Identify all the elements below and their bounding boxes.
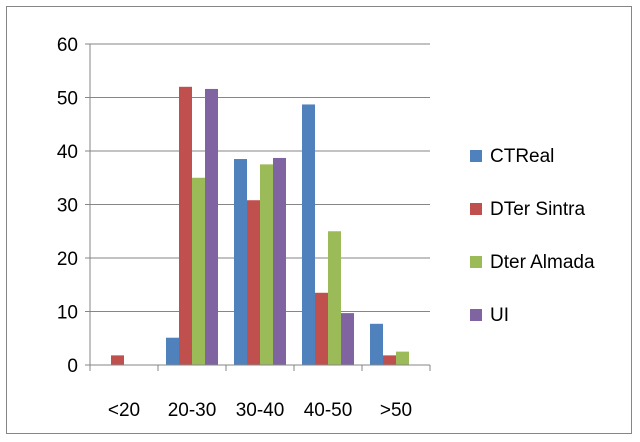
x-category-label: 20-30 [168, 400, 217, 421]
x-category-label: >50 [380, 400, 412, 421]
y-tick-label: 30 [57, 196, 78, 217]
bar [234, 159, 247, 365]
x-axis-category-labels: <20 20-30 30-40 40-50 >50 [108, 400, 412, 421]
bars [111, 86, 409, 366]
legend-swatch [470, 309, 482, 321]
bar [302, 104, 315, 365]
y-tick-label: 20 [57, 249, 78, 270]
legend-swatch [470, 203, 482, 215]
y-axis-tick-labels: 0 10 20 30 40 50 60 [57, 35, 78, 377]
axes [85, 43, 431, 371]
legend-label: UI [490, 305, 509, 326]
legend-label: CTReal [490, 146, 554, 167]
y-tick-label: 50 [57, 89, 78, 110]
x-category-label: 30-40 [236, 400, 285, 421]
bar [111, 355, 124, 365]
bar [247, 200, 260, 365]
bar [205, 88, 218, 365]
bar [370, 323, 383, 365]
x-category-label: <20 [108, 400, 140, 421]
legend-swatch [470, 150, 482, 162]
y-tick-label: 0 [67, 356, 78, 377]
bar [315, 292, 328, 365]
y-tick-label: 60 [57, 35, 78, 56]
bar [192, 177, 205, 365]
bar [383, 355, 396, 365]
gridlines [90, 43, 430, 312]
bar [273, 157, 286, 365]
x-category-label: 40-50 [304, 400, 353, 421]
bar [179, 86, 192, 366]
legend-label: DTer Sintra [490, 199, 585, 220]
bar [396, 351, 409, 365]
bar [260, 164, 273, 365]
y-tick-label: 40 [57, 142, 78, 163]
legend: CTReal DTer Sintra Dter Almada UI [470, 146, 595, 326]
legend-swatch [470, 256, 482, 268]
bar [341, 313, 354, 365]
bar [328, 231, 341, 365]
legend-label: Dter Almada [490, 252, 595, 273]
y-tick-label: 10 [57, 303, 78, 324]
bar [166, 337, 179, 365]
